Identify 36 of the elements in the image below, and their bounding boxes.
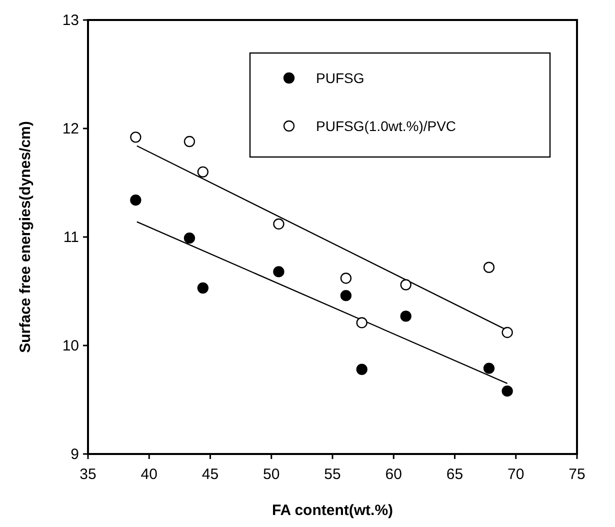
- y-tick-label: 9: [70, 446, 79, 463]
- point: [356, 317, 368, 328]
- x-tick-label: 35: [80, 466, 96, 483]
- point: [184, 232, 196, 244]
- y-tick-label: 11: [63, 229, 79, 246]
- point: [197, 166, 208, 178]
- y-tick-label: 13: [62, 12, 79, 29]
- x-tick-label: 55: [324, 466, 341, 483]
- x-tick-label: 60: [385, 466, 402, 483]
- y-tick-label: 10: [62, 338, 79, 354]
- legend-label: PUFSG(1.0wt.%)/PVC: [316, 118, 456, 134]
- x-tick-label: 70: [508, 466, 524, 483]
- x-tick-label: 50: [263, 466, 280, 483]
- x-tick-label: 45: [202, 466, 219, 483]
- legend-label: PUFSG: [316, 70, 364, 86]
- x-tick-label: 65: [446, 466, 464, 483]
- y-axis-title: Surface free energies(dynes/cm): [17, 121, 34, 353]
- point: [356, 364, 368, 375]
- point: [483, 262, 495, 273]
- point: [340, 290, 352, 302]
- point: [197, 282, 208, 294]
- point: [502, 385, 513, 397]
- x-tick-label: 40: [140, 466, 158, 483]
- point: [400, 310, 412, 322]
- point: [130, 194, 142, 206]
- point: [130, 132, 142, 143]
- point: [184, 136, 196, 148]
- point: [502, 326, 513, 338]
- point: [340, 272, 352, 284]
- point: [273, 218, 284, 230]
- point: [400, 279, 412, 290]
- point: [273, 266, 284, 278]
- x-axis-title: FA content(wt.%): [272, 502, 394, 519]
- y-tick-label: 12: [62, 120, 79, 138]
- x-tick-label: 75: [568, 466, 586, 483]
- point: [483, 362, 495, 374]
